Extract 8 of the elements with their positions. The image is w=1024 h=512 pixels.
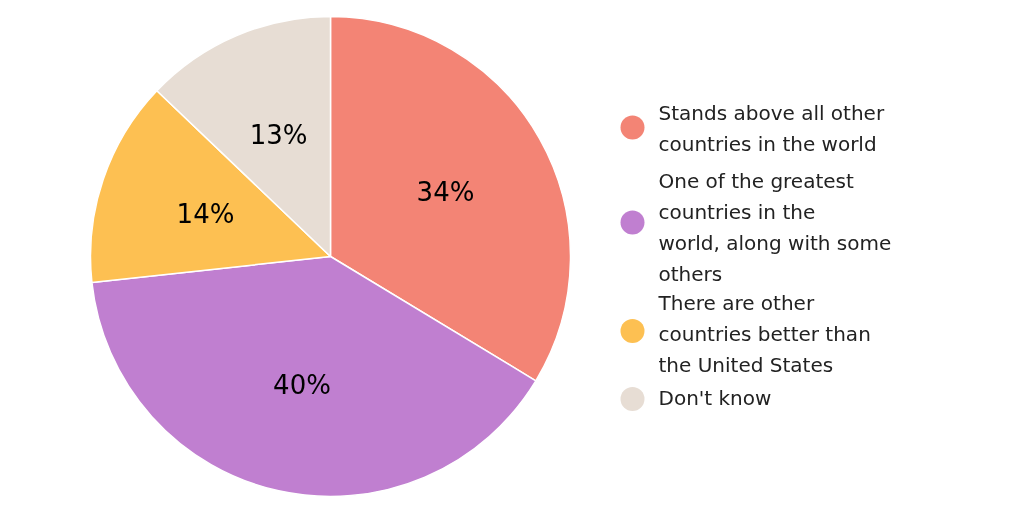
legend-label: Don't know (658, 385, 772, 410)
data-label: 13% (249, 120, 308, 151)
legend-label: Stands above all other countries in the world (658, 100, 885, 156)
legend-label: There are other countries better than the United States (657, 290, 871, 377)
legend-label: One of the greatest countries in the world, along with some others (658, 168, 892, 287)
data-label: 40% (273, 370, 331, 401)
data-label: 34% (416, 176, 475, 207)
data-label: 14% (176, 199, 235, 230)
